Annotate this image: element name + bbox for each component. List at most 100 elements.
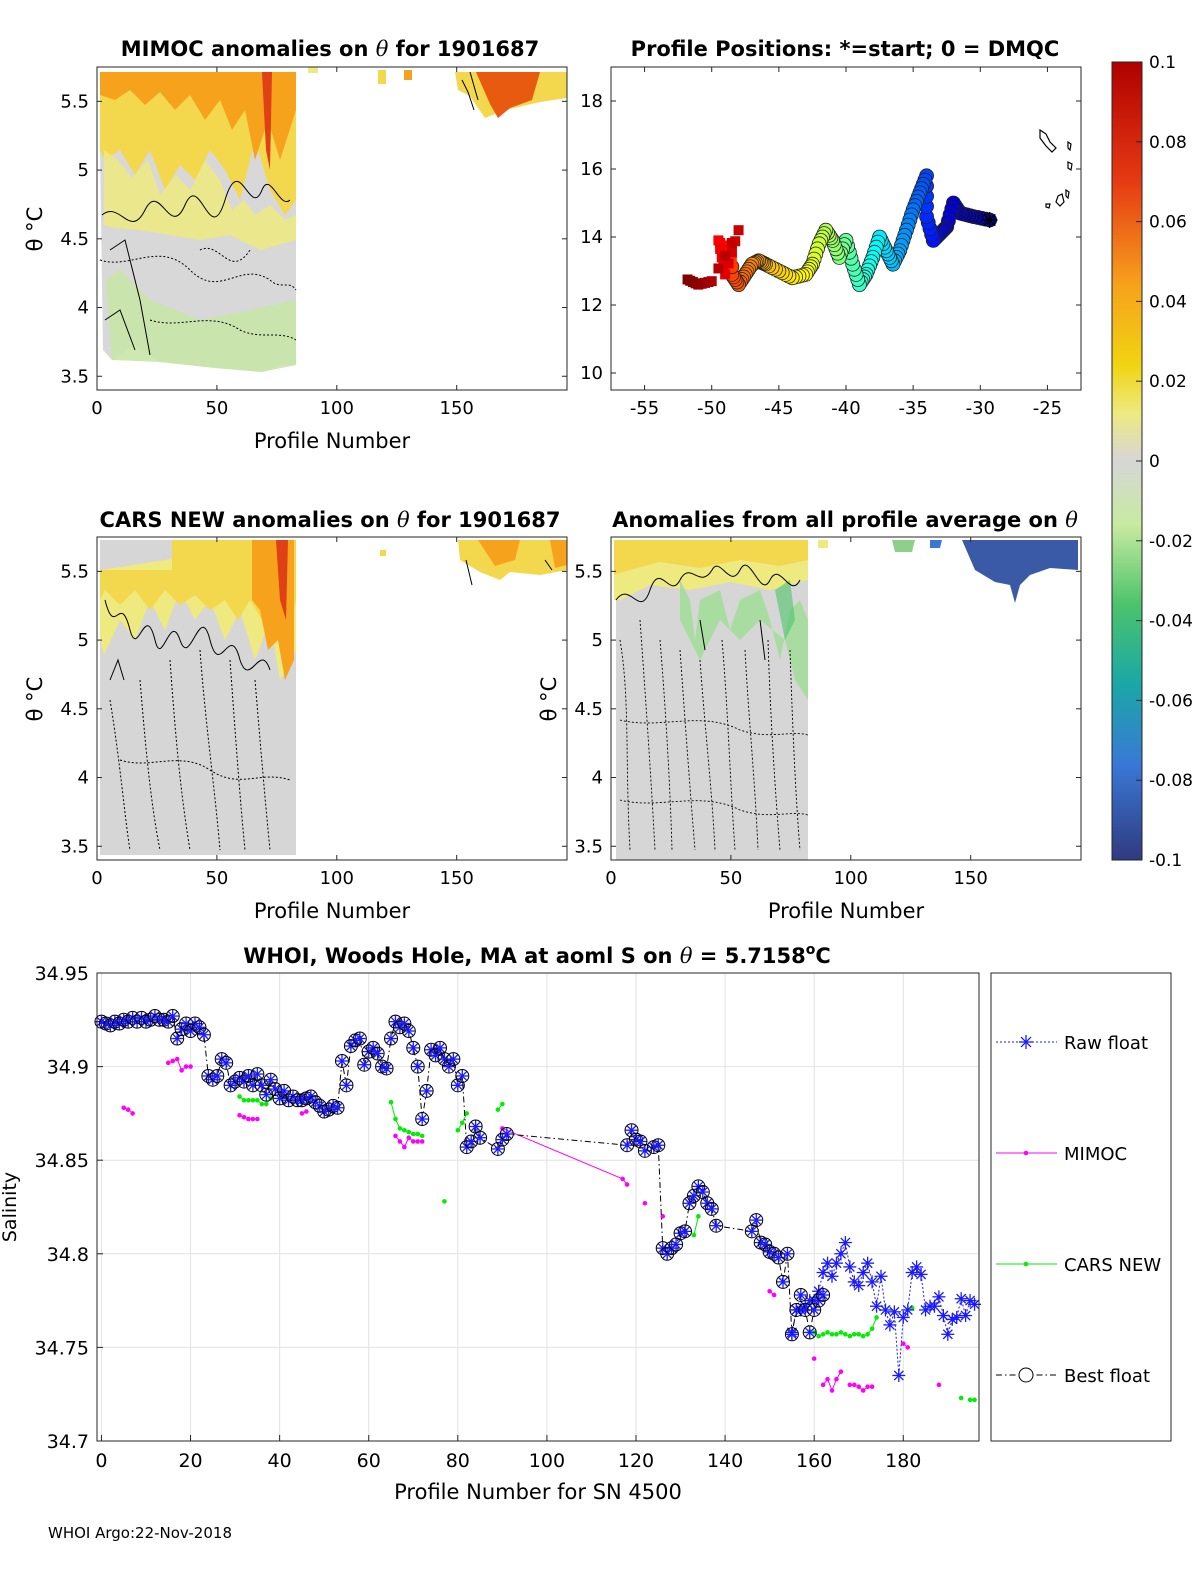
raw-float-point bbox=[865, 1275, 879, 1289]
best-float-point bbox=[793, 1287, 808, 1302]
best-float-star bbox=[785, 1328, 798, 1341]
marker-stroke bbox=[239, 1076, 249, 1087]
marker-stroke bbox=[916, 1269, 927, 1280]
avg-xlabel: Profile Number bbox=[768, 899, 925, 923]
raw-float-point bbox=[887, 1305, 901, 1319]
best-float-point bbox=[700, 1196, 715, 1211]
best-float-point bbox=[473, 1130, 488, 1145]
best-float-star bbox=[803, 1326, 816, 1339]
legend-marker bbox=[1023, 1261, 1029, 1267]
best-float-point bbox=[286, 1089, 300, 1104]
y-tick-label: 3.5 bbox=[60, 836, 89, 857]
mimoc-panel: MIMOC anomalies on θ for 1901687 0 50 100 1… bbox=[23, 37, 568, 453]
marker-stroke bbox=[871, 1301, 882, 1312]
marker-stroke bbox=[787, 1329, 797, 1339]
cars-point bbox=[843, 1331, 848, 1337]
x-tick-label: 180 bbox=[885, 1450, 921, 1472]
best-float-star bbox=[817, 1288, 830, 1301]
salinity-title-mid: = 5.7158 bbox=[692, 944, 805, 968]
marker-stroke bbox=[502, 1129, 512, 1139]
marker-stroke bbox=[796, 1290, 806, 1300]
marker-stroke bbox=[386, 1033, 396, 1044]
legend-marker bbox=[1023, 1150, 1029, 1156]
cars-point bbox=[393, 1116, 398, 1122]
best-float-point bbox=[205, 1072, 220, 1087]
marker-stroke bbox=[782, 1249, 793, 1259]
mimoc-point bbox=[419, 1139, 425, 1144]
marker-stroke bbox=[96, 1016, 107, 1027]
legend-label: Raw float bbox=[1064, 1033, 1148, 1054]
best-float-point bbox=[339, 1078, 354, 1093]
best-float-point bbox=[214, 1052, 229, 1067]
mimoc-point bbox=[829, 1388, 835, 1393]
cars-point bbox=[847, 1333, 853, 1339]
mimoc-contour2 bbox=[104, 239, 151, 356]
marker-stroke bbox=[266, 1075, 276, 1085]
avg-axes bbox=[610, 536, 1082, 861]
cars-contour2 bbox=[109, 649, 291, 851]
colorbar: 0.1 0.08 0.06 0.04 0.02 0 -0.02 -0.04 -0.06 -0.08… bbox=[1111, 53, 1193, 871]
avg-y-ticks: 3.5 4 4.5 5 5.5 bbox=[574, 561, 1081, 857]
best-float-point bbox=[682, 1196, 697, 1211]
best-float-point bbox=[637, 1143, 652, 1158]
best-float-point bbox=[749, 1213, 764, 1228]
marker-stroke bbox=[889, 1306, 900, 1317]
mimoc-point bbox=[811, 1356, 817, 1361]
avg-ylabel: θ °C bbox=[537, 677, 561, 722]
best-float-star bbox=[260, 1088, 273, 1101]
mimoc-x-ticks: 0 50 100 150 bbox=[91, 67, 474, 419]
x-tick-label: 0 bbox=[91, 398, 102, 419]
marker-stroke bbox=[381, 1063, 392, 1074]
marker-stroke bbox=[448, 1054, 459, 1064]
marker-stroke bbox=[680, 1226, 690, 1237]
cars-point bbox=[820, 1331, 826, 1337]
y-tick-label: 5.5 bbox=[60, 91, 89, 112]
cars-point bbox=[255, 1097, 260, 1103]
mimoc-point bbox=[860, 1388, 866, 1393]
cars-point bbox=[455, 1127, 461, 1133]
positions-panel: Profile Positions: *=start; 0 = DMQC -55… bbox=[580, 37, 1082, 419]
mimoc-heatmap bbox=[99, 67, 567, 372]
cars-line bbox=[693, 1216, 699, 1236]
mimoc-green-band bbox=[106, 270, 296, 372]
cars-point bbox=[263, 1101, 269, 1107]
marker-stroke bbox=[875, 1271, 887, 1282]
marker-stroke bbox=[938, 1310, 949, 1321]
x-tick-label: 100 bbox=[834, 868, 868, 889]
x-tick-label: 20 bbox=[178, 1450, 202, 1472]
cars-point bbox=[464, 1111, 470, 1116]
best-float-star bbox=[162, 1015, 175, 1028]
x-tick-label: 150 bbox=[440, 398, 474, 419]
best-float-star bbox=[402, 1025, 415, 1038]
theta-symbol: θ bbox=[680, 944, 693, 968]
best-float-star bbox=[705, 1202, 718, 1215]
best-float-point bbox=[366, 1040, 381, 1055]
best-float-point bbox=[455, 1068, 470, 1083]
profile-position-square bbox=[682, 274, 693, 285]
marker-stroke bbox=[337, 1056, 347, 1066]
legend-item: Raw float bbox=[996, 1033, 1148, 1054]
marker-stroke bbox=[444, 1061, 454, 1072]
legend-label: CARS NEW bbox=[1064, 1255, 1161, 1276]
best-float-star bbox=[358, 1058, 371, 1071]
y-tick-label: 5.5 bbox=[60, 561, 89, 582]
cars-point bbox=[402, 1127, 407, 1133]
mimoc-point bbox=[825, 1376, 830, 1382]
best-float-star bbox=[371, 1047, 384, 1060]
marker-stroke bbox=[684, 1198, 695, 1208]
y-tick-label: 5 bbox=[592, 630, 603, 651]
profile-position-square bbox=[713, 263, 724, 274]
x-tick-label: 60 bbox=[357, 1450, 381, 1472]
salinity-title: WHOI, Woods Hole, MA at aoml S on θ = 5.… bbox=[243, 942, 831, 968]
theta-symbol: θ bbox=[1065, 508, 1078, 532]
marker-stroke bbox=[355, 1033, 365, 1044]
cars-point bbox=[241, 1097, 247, 1103]
y-tick-label: 4.5 bbox=[60, 699, 89, 720]
best-float-point bbox=[196, 1027, 211, 1042]
raw-float-point bbox=[852, 1279, 866, 1293]
best-float-star bbox=[447, 1053, 460, 1066]
marker-stroke bbox=[858, 1267, 869, 1278]
x-tick-label: -30 bbox=[966, 398, 995, 419]
footer-note: WHOI Argo:22-Nov-2018 bbox=[48, 1524, 232, 1542]
raw-float-line bbox=[791, 1240, 975, 1376]
